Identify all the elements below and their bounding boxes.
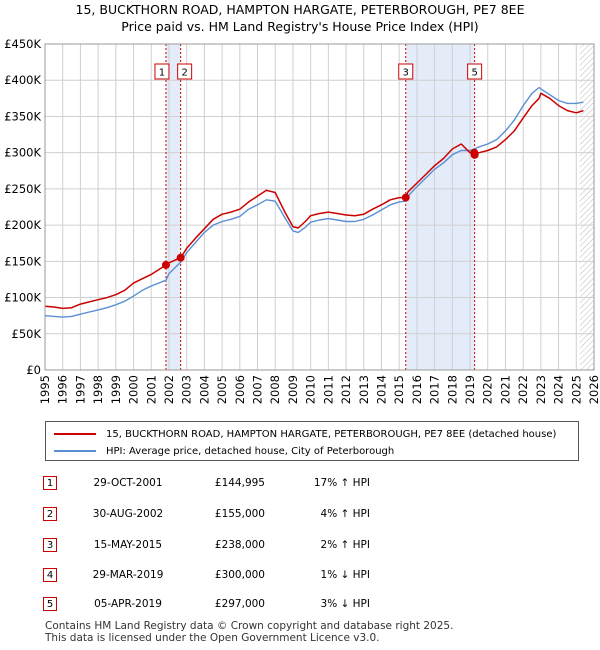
row-date: 29-MAR-2019	[92, 569, 164, 581]
row-number-badge: 4	[43, 568, 57, 582]
x-tick-label: 2000	[127, 375, 141, 404]
footer-license: This data is licensed under the Open Gov…	[45, 632, 380, 644]
x-tick-label: 2006	[233, 375, 247, 404]
row-price: £155,000	[214, 508, 265, 520]
legend-swatch-property	[54, 433, 96, 435]
table-row: 4 29-MAR-2019 £300,000 1% ↓ HPI	[0, 568, 600, 586]
x-tick-label: 2015	[392, 375, 406, 404]
x-tick-label: 2018	[445, 375, 459, 404]
row-hpi-diff: 2% ↑ HPI	[320, 539, 370, 551]
sale-marker-label: 5	[471, 68, 477, 79]
plot-area	[45, 44, 594, 370]
x-tick-label: 2025	[569, 375, 583, 404]
x-tick-label: 1996	[56, 375, 70, 404]
legend-label-hpi: HPI: Average price, detached house, City…	[106, 445, 395, 457]
table-row: 2 30-AUG-2002 £155,000 4% ↑ HPI	[0, 507, 600, 525]
row-date: 29-OCT-2001	[93, 477, 163, 489]
table-row: 5 05-APR-2019 £297,000 3% ↓ HPI	[0, 597, 600, 615]
y-tick-label: £200K	[4, 218, 41, 232]
x-tick-label: 2017	[428, 375, 442, 404]
price-chart: £0 £50K £100K £150K £200K £250K £300K £350K £400…	[4, 37, 600, 404]
row-number-badge: 2	[43, 507, 57, 521]
legend-swatch-hpi	[54, 450, 96, 452]
legend-item-hpi: HPI: Average price, detached house, City…	[54, 443, 394, 459]
y-tick-label: £100K	[4, 291, 41, 305]
legend: 15, BUCKTHORN ROAD, HAMPTON HARGATE, PET…	[45, 421, 579, 461]
x-tick-label: 2016	[410, 375, 424, 404]
y-tick-label: £250K	[4, 182, 41, 196]
y-tick-label: £0	[26, 363, 41, 377]
x-tick-label: 2013	[357, 375, 371, 404]
sale-marker-label: 1	[159, 68, 165, 79]
x-tick-label: 2020	[481, 375, 495, 404]
x-tick-label: 1998	[91, 375, 105, 404]
row-hpi-diff: 1% ↓ HPI	[320, 569, 370, 581]
table-row: 3 15-MAY-2015 £238,000 2% ↑ HPI	[0, 538, 600, 556]
footer-copyright: Contains HM Land Registry data © Crown c…	[45, 620, 454, 632]
sale-marker-box	[398, 63, 414, 80]
x-tick-label: 2010	[304, 375, 318, 404]
x-tick-label: 2024	[552, 375, 566, 404]
row-number-badge: 1	[43, 476, 57, 490]
y-tick-label: £350K	[4, 109, 41, 123]
x-tick-label: 2008	[268, 375, 282, 404]
row-number-badge: 5	[43, 597, 57, 611]
plot-border	[44, 43, 595, 371]
hpi-line	[44, 86, 584, 318]
table-row: 1 29-OCT-2001 £144,995 17% ↑ HPI	[0, 476, 600, 494]
row-hpi-diff: 17% ↑ HPI	[313, 477, 370, 489]
x-tick-label: 2019	[463, 375, 477, 404]
x-tick-label: 2003	[180, 375, 194, 404]
row-date: 15-MAY-2015	[93, 539, 163, 551]
x-tick-label: 1999	[109, 375, 123, 404]
x-tick-label: 2014	[374, 375, 388, 404]
row-price: £297,000	[214, 598, 265, 610]
x-tick-label: 2004	[197, 375, 211, 404]
forecast-hatch	[579, 44, 594, 370]
chart-title: 15, BUCKTHORN ROAD, HAMPTON HARGATE, PET…	[75, 2, 525, 17]
x-tick-label: 2002	[162, 375, 176, 404]
sale-point	[176, 253, 185, 262]
x-tick-label: 2005	[215, 375, 229, 404]
y-tick-label: £150K	[4, 254, 41, 268]
sale-point	[470, 150, 479, 159]
shaded-range-1	[165, 44, 181, 370]
row-price: £300,000	[214, 569, 265, 581]
sale-marker-box	[154, 63, 170, 80]
x-tick-label: 2021	[498, 375, 512, 404]
row-hpi-diff: 3% ↓ HPI	[320, 598, 370, 610]
y-tick-label: £50K	[12, 327, 42, 341]
row-date: 05-APR-2019	[94, 598, 162, 610]
x-tick-label: 2011	[321, 375, 335, 404]
row-date: 30-AUG-2002	[92, 508, 164, 520]
property-price-line	[44, 92, 584, 310]
legend-label-property: 15, BUCKTHORN ROAD, HAMPTON HARGATE, PET…	[106, 428, 557, 440]
x-tick-label: 2001	[144, 375, 158, 404]
x-tick-label: 2026	[587, 375, 600, 404]
sale-point	[161, 260, 170, 269]
x-tick-label: 2012	[339, 375, 353, 404]
sale-point	[401, 193, 410, 202]
sale-marker-label: 3	[403, 68, 409, 79]
row-hpi-diff: 4% ↑ HPI	[320, 508, 370, 520]
sale-marker-label: 2	[181, 68, 187, 79]
row-price: £144,995	[214, 477, 265, 489]
sale-marker-box	[467, 63, 483, 80]
y-tick-label: £450K	[4, 37, 41, 51]
x-tick-label: 1997	[73, 375, 87, 404]
x-tick-label: 1995	[38, 375, 52, 404]
y-tick-label: £400K	[4, 73, 41, 87]
x-tick-label: 2007	[251, 375, 265, 404]
row-price: £238,000	[214, 539, 265, 551]
shaded-range-2	[405, 44, 475, 370]
row-number-badge: 3	[43, 538, 57, 552]
x-tick-label: 2023	[534, 375, 548, 404]
y-tick-label: £300K	[4, 146, 41, 160]
chart-subtitle: Price paid vs. HM Land Registry's House …	[121, 19, 479, 34]
x-tick-label: 2009	[286, 375, 300, 404]
sale-marker-box	[177, 63, 193, 80]
legend-item-property: 15, BUCKTHORN ROAD, HAMPTON HARGATE, PET…	[54, 426, 556, 442]
x-tick-label: 2022	[516, 375, 530, 404]
